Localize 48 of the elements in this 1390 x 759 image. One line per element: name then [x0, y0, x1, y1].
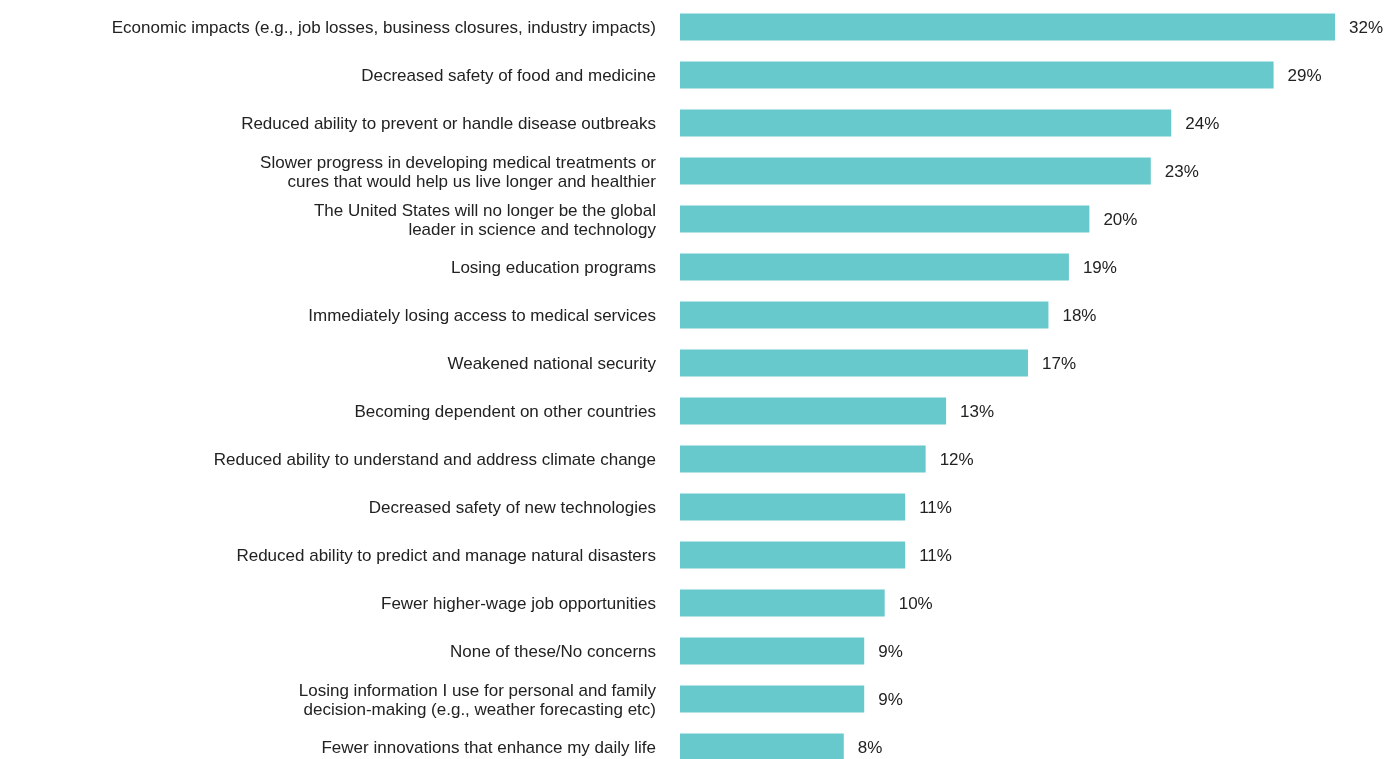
data-label: 20% [1103, 210, 1138, 229]
data-label: 12% [939, 450, 974, 469]
y-tick-label: Decreased safety of new technologies [368, 498, 656, 517]
bar [680, 637, 865, 665]
data-label: 24% [1185, 114, 1220, 133]
bar [680, 13, 1335, 41]
bar [680, 109, 1172, 137]
bar [680, 301, 1049, 329]
y-tick-label: Decreased safety of food and medicine [361, 66, 656, 85]
data-label: 19% [1082, 258, 1117, 277]
y-tick-label: Losing information I use for personal and family decision-making (e.g., weather forecasting etc) [298, 680, 657, 719]
data-label: 11% [919, 546, 952, 565]
bar [680, 61, 1274, 89]
data-label: 29% [1287, 66, 1322, 85]
bar [680, 733, 844, 759]
y-tick-label: Reduced ability to understand and address climate change [213, 450, 656, 469]
y-tick-label: None of these/No concerns [449, 642, 656, 661]
data-label: 17% [1041, 354, 1076, 373]
y-tick-label: Fewer higher-wage job opportunities [381, 594, 656, 613]
data-label: 10% [898, 594, 933, 613]
bar [680, 349, 1028, 377]
data-label: 32% [1349, 18, 1384, 37]
y-tick-label: Reduced ability to prevent or handle disease outbreaks [241, 114, 656, 133]
data-label: 9% [878, 690, 903, 709]
y-tick-label: Losing education programs [450, 258, 656, 277]
y-tick-label: Weakened national security [447, 354, 657, 373]
bar [680, 157, 1151, 185]
bar [680, 541, 906, 569]
data-label: 11% [919, 498, 952, 517]
y-tick-label: Immediately losing access to medical services [308, 306, 656, 325]
y-tick-label: Fewer innovations that enhance my daily life [321, 738, 656, 757]
bar [680, 685, 865, 713]
y-tick-label: The United States will no longer be the global leader in science and technology [313, 200, 657, 239]
bar [680, 253, 1069, 281]
bar [680, 445, 926, 473]
data-label: 13% [960, 402, 995, 421]
bar [680, 205, 1090, 233]
data-label: 9% [878, 642, 903, 661]
y-tick-label: Slower progress in developing medical treatments or cures that would help us live longer and healthier [260, 152, 657, 191]
bar [680, 589, 885, 617]
data-label: 18% [1062, 306, 1097, 325]
data-label: 23% [1164, 162, 1199, 181]
y-tick-label: Becoming dependent on other countries [354, 402, 656, 421]
bar [680, 493, 906, 521]
bar [680, 397, 947, 425]
data-label: 8% [857, 738, 883, 757]
y-tick-label: Reduced ability to predict and manage natural disasters [236, 546, 656, 565]
y-tick-label: Economic impacts (e.g., job losses, business closures, industry impacts) [111, 18, 656, 37]
